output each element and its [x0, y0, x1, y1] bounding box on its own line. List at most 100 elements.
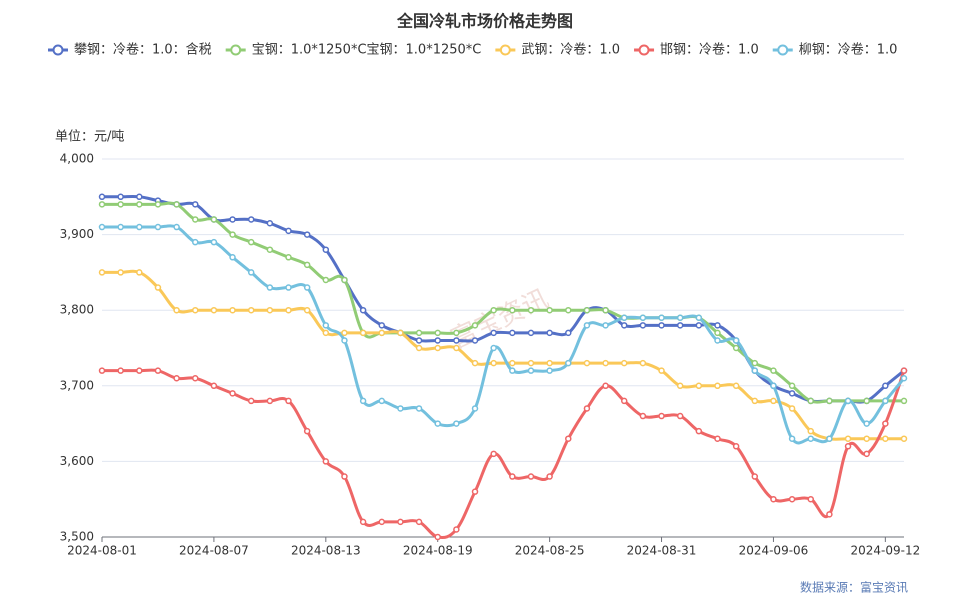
point [602, 382, 609, 390]
point [807, 435, 814, 442]
point [192, 238, 199, 246]
point [882, 397, 889, 405]
point [509, 329, 516, 337]
point [173, 374, 180, 382]
point [770, 397, 777, 405]
point [322, 322, 330, 329]
point [415, 329, 423, 337]
point [807, 397, 814, 405]
x-tick-label: 2024-08-25 [515, 544, 585, 558]
point [303, 231, 311, 238]
point [173, 306, 180, 314]
point [695, 382, 703, 390]
point [788, 495, 796, 503]
point [714, 322, 721, 329]
point [285, 227, 292, 235]
point [229, 216, 236, 223]
point [565, 306, 572, 314]
x-tick-label: 2024-09-06 [739, 544, 809, 558]
point [285, 254, 292, 261]
point [434, 337, 441, 344]
point [751, 397, 759, 405]
point [602, 322, 609, 329]
point [136, 201, 143, 208]
legend-swatch [638, 44, 650, 56]
point [192, 374, 199, 382]
point [676, 314, 684, 322]
point [471, 359, 479, 367]
point [136, 223, 143, 231]
point [844, 397, 852, 405]
point [863, 450, 870, 458]
point [471, 405, 479, 412]
point [247, 238, 255, 246]
point [303, 284, 311, 291]
point [303, 427, 311, 435]
point [527, 329, 535, 337]
x-tick-label: 2024-08-31 [627, 544, 697, 558]
point [602, 359, 609, 367]
point [490, 359, 497, 367]
point [229, 306, 236, 314]
watermark: 富宝资讯 [446, 284, 553, 355]
point [583, 359, 591, 367]
point [490, 306, 497, 314]
y-tick-label: 3,700 [60, 378, 94, 392]
legend-label: 攀钢：冷卷：1.0：含税 [74, 42, 212, 58]
point [788, 405, 796, 412]
point [863, 397, 870, 405]
y-tick-label: 3,900 [60, 227, 94, 241]
legend-swatch [499, 44, 511, 56]
point [285, 284, 292, 291]
x-tick-label: 2024-08-13 [291, 544, 361, 558]
point [770, 495, 777, 503]
point [732, 443, 740, 450]
point [136, 269, 143, 276]
point [434, 533, 441, 541]
point [359, 518, 367, 526]
point [844, 443, 852, 450]
point [98, 367, 106, 374]
point [900, 374, 908, 382]
point [117, 193, 124, 201]
point [229, 390, 236, 397]
point [415, 405, 423, 412]
legend-swatch [230, 44, 242, 56]
legend-swatch [52, 44, 64, 56]
point [415, 344, 423, 352]
point [210, 306, 218, 314]
point [117, 367, 124, 374]
y-tick-label: 3,600 [60, 454, 94, 468]
point [620, 322, 628, 329]
point [359, 306, 367, 314]
y-tick-label: 4,000 [60, 152, 94, 166]
point [173, 201, 180, 208]
point [490, 344, 497, 352]
point [247, 397, 255, 405]
legend-label: 邯钢：冷卷：1.0 [660, 42, 759, 58]
point [229, 231, 236, 238]
point [303, 306, 311, 314]
point [565, 359, 572, 367]
point [285, 306, 292, 314]
point [341, 473, 348, 480]
point [117, 223, 124, 231]
point [658, 412, 665, 420]
point [434, 344, 441, 352]
point [266, 284, 274, 291]
point [229, 254, 236, 261]
point [620, 397, 628, 405]
point [434, 420, 441, 427]
point [247, 269, 255, 276]
point [397, 518, 404, 526]
point [453, 526, 460, 533]
point [322, 276, 330, 284]
point [453, 420, 460, 427]
x-tick-label: 2024-09-12 [850, 544, 920, 558]
point [620, 359, 628, 367]
point [192, 201, 199, 208]
legend-swatch [777, 44, 789, 56]
point [471, 337, 479, 344]
point [378, 518, 386, 526]
